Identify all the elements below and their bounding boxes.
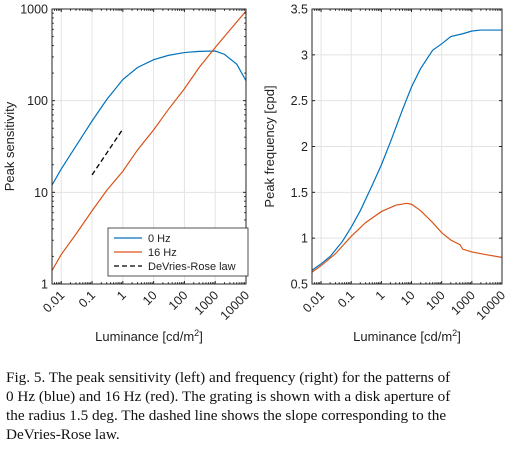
x-tick-label: 100 <box>423 288 448 313</box>
y-tick-label: 100 <box>27 94 48 108</box>
y-axis-label: Peak sensitivity <box>2 101 17 191</box>
x-tick-label: 0.1 <box>335 288 357 310</box>
right-panel-peak-frequency: 0.01 0.1 1 10 100 1000100000.511.522.533.5Lum… <box>262 3 508 345</box>
y-tick-label: 0.5 <box>291 278 308 292</box>
left-panel-peak-sensitivity: 0.01 0.1 1 10 100 1000100001101001000Luminanc… <box>2 3 252 345</box>
y-tick-label: 3.5 <box>291 3 308 17</box>
legend: 0 Hz 16 Hz DeVries-Rose law <box>107 227 249 277</box>
y-tick-label: 1 <box>301 232 308 246</box>
right-series <box>312 29 502 273</box>
x-tick-label: 0.01 <box>300 288 327 315</box>
legend-label: 16 Hz <box>148 247 177 259</box>
caption-line: the radius 1.5 deg. The dashed line show… <box>6 407 447 424</box>
right-grid <box>312 8 503 285</box>
x-axis-label: Luminance [cd/m2] <box>95 328 203 344</box>
y-tick-label: 1.5 <box>291 186 308 200</box>
y-tick-label: 2.5 <box>291 94 308 108</box>
x-tick-label: 10000 <box>218 288 253 323</box>
y-axis-label: Peak frequency [cpd] <box>262 85 277 207</box>
x-axis-label: Luminance [cd/m2] <box>353 328 461 344</box>
series-line-series-2 <box>312 202 502 273</box>
x-tick-label: 100 <box>166 288 191 313</box>
caption-line: 0 Hz (blue) and 16 Hz (red). The grating… <box>6 388 451 405</box>
y-tick-label: 1 <box>41 278 48 292</box>
x-tick-label: 0.01 <box>40 288 67 315</box>
figure: 0.01 0.1 1 10 100 1000100001101001000Luminanc… <box>2 3 508 345</box>
left-series <box>52 10 246 271</box>
figure-caption: Fig. 5. The peak sensitivity (left) and … <box>6 368 510 444</box>
legend-label: 0 Hz <box>148 233 171 245</box>
y-tick-label: 1000 <box>20 3 48 17</box>
caption-line: Fig. 5. The peak sensitivity (left) and … <box>6 369 451 386</box>
series-line-devries-rose-law <box>91 128 124 176</box>
y-tick-label: 3 <box>301 48 308 62</box>
x-tick-label: 1 <box>373 288 388 303</box>
legend-label: DeVries-Rose law <box>148 261 236 273</box>
series-line-16-hz <box>52 10 246 271</box>
caption-line: DeVries-Rose law. <box>6 426 120 443</box>
x-tick-label: 1 <box>114 288 129 303</box>
series-line-0-hz <box>52 50 246 186</box>
series-line-series-1 <box>312 29 502 271</box>
y-tick-label: 2 <box>301 140 308 154</box>
x-tick-label: 10000 <box>474 288 509 323</box>
x-tick-label: 0.1 <box>76 288 98 310</box>
y-tick-label: 10 <box>34 186 48 200</box>
x-tick-label: 10 <box>398 288 418 308</box>
x-tick-label: 10 <box>140 288 160 308</box>
